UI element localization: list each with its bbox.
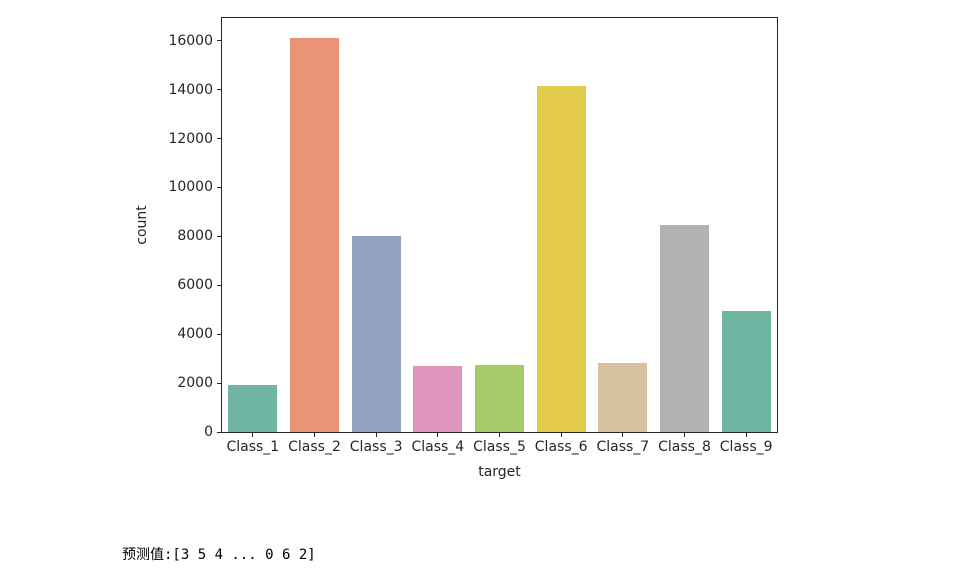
x-tick-label-class_2: Class_2 — [288, 439, 341, 455]
y-tick-mark — [217, 186, 221, 188]
console-output: 预测值:[3 5 4 ... 0 6 2] 评分： 0.786063921681… — [122, 500, 358, 573]
x-axis-label: target — [478, 464, 521, 480]
bar-class_8 — [659, 225, 710, 432]
y-tick-label: 4000 — [177, 326, 213, 343]
x-tick-label-class_3: Class_3 — [349, 439, 403, 455]
bar-class_9 — [721, 310, 771, 432]
y-tick-mark — [217, 138, 221, 140]
y-tick-label: 10000 — [168, 179, 213, 196]
x-tick-mark — [622, 433, 624, 437]
bar-class_7 — [598, 362, 648, 432]
x-tick-label-class_6: Class_6 — [534, 439, 588, 455]
bar-class_4 — [413, 366, 463, 432]
y-tick-mark — [217, 382, 221, 384]
bar-class_3 — [351, 236, 401, 432]
y-tick-label: 12000 — [168, 130, 213, 147]
y-tick-mark — [217, 235, 221, 237]
y-tick-label: 2000 — [177, 375, 213, 392]
x-tick-mark — [684, 433, 685, 437]
x-tick-mark — [745, 433, 747, 437]
y-tick-label: 8000 — [177, 228, 213, 245]
bar-class_6 — [536, 86, 586, 432]
bar-class_2 — [289, 37, 340, 432]
x-tick-mark — [437, 433, 439, 437]
y-axis-label: count — [134, 205, 150, 245]
x-tick-mark — [252, 433, 254, 437]
x-tick-mark — [314, 433, 315, 437]
bar-class_5 — [474, 365, 525, 432]
y-tick-label: 6000 — [177, 277, 213, 294]
y-tick-mark — [217, 89, 221, 91]
y-tick-mark — [217, 431, 221, 433]
x-tick-label-class_9: Class_9 — [719, 439, 773, 455]
x-tick-mark — [375, 433, 377, 437]
x-tick-mark — [499, 433, 500, 437]
x-tick-label-class_1: Class_1 — [226, 439, 280, 455]
y-tick-mark — [217, 40, 221, 42]
y-tick-label: 0 — [204, 424, 213, 440]
y-tick-label: 14000 — [168, 81, 213, 98]
x-tick-mark — [560, 433, 562, 437]
x-tick-label-class_8: Class_8 — [658, 439, 711, 455]
x-tick-label-class_4: Class_4 — [411, 439, 465, 455]
x-tick-label-class_5: Class_5 — [473, 439, 526, 455]
y-tick-mark — [217, 333, 221, 335]
console-line-predictions: 预测值:[3 5 4 ... 0 6 2] — [122, 547, 316, 563]
x-tick-label-class_7: Class_7 — [596, 439, 650, 455]
y-tick-mark — [217, 284, 221, 286]
bar-chart-figure: count target 0 2000 4000 6000 8000 10000 12000… — [134, 17, 778, 480]
y-tick-label: 16000 — [168, 32, 213, 49]
bar-class_1 — [228, 384, 278, 432]
plot-area: count target 0 2000 4000 6000 8000 10000 12000… — [134, 17, 778, 480]
